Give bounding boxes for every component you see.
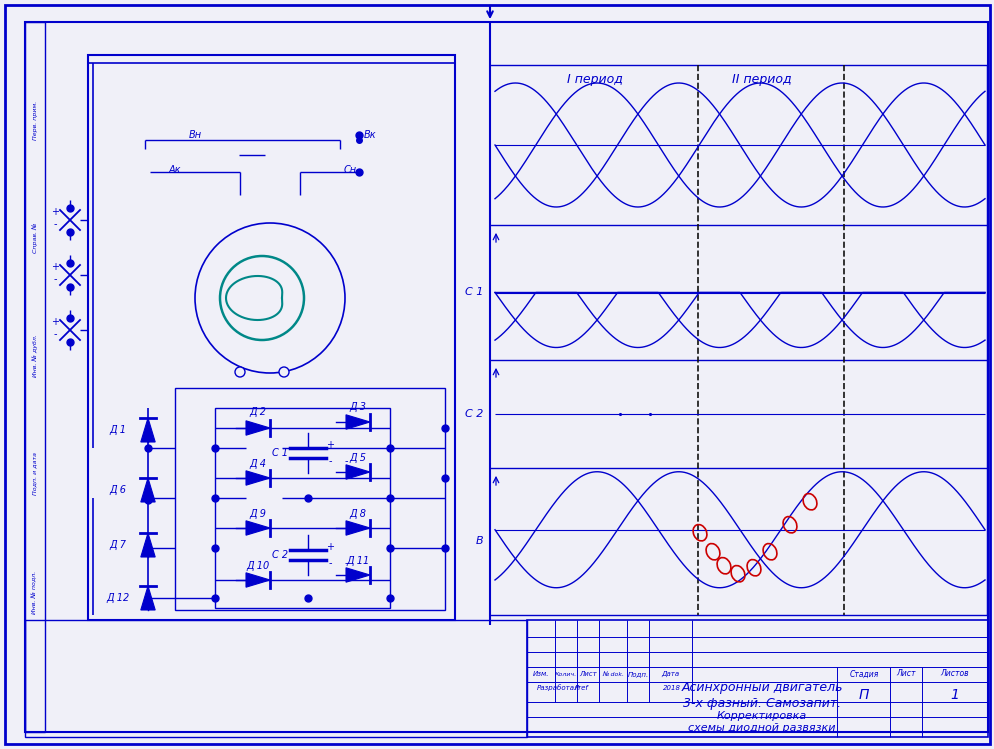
Text: № dok.: № dok. <box>601 672 623 676</box>
Text: 3-х фазный. Самозапит.: 3-х фазный. Самозапит. <box>682 697 840 709</box>
Text: Инв. № подл.: Инв. № подл. <box>32 571 38 613</box>
Text: Ан: Ан <box>242 355 254 365</box>
Text: -: - <box>344 456 347 466</box>
Text: +: + <box>51 207 59 217</box>
Polygon shape <box>346 465 370 479</box>
Circle shape <box>235 367 245 377</box>
Text: 2018: 2018 <box>662 685 680 691</box>
Text: Вк: Вк <box>364 130 376 140</box>
Polygon shape <box>141 418 155 442</box>
Bar <box>175 388 444 610</box>
Text: Справ. №: Справ. № <box>32 222 38 253</box>
Text: Колич.: Колич. <box>555 672 577 676</box>
Text: Вн: Вн <box>188 130 202 140</box>
Text: Листов: Листов <box>939 670 968 679</box>
Text: В: В <box>475 536 482 547</box>
Text: Д 9: Д 9 <box>249 509 266 519</box>
Text: Перв. прим.: Перв. прим. <box>33 100 38 139</box>
Text: Сн: Сн <box>343 165 356 175</box>
Circle shape <box>354 135 364 145</box>
Circle shape <box>140 144 150 154</box>
Text: Подп.: Подп. <box>627 671 648 677</box>
Polygon shape <box>246 573 269 587</box>
Text: +: + <box>326 542 334 552</box>
Text: +: + <box>51 317 59 327</box>
Polygon shape <box>346 521 370 536</box>
Text: -: - <box>54 219 57 229</box>
Bar <box>25 620 527 737</box>
Text: Инв. № дубл.: Инв. № дубл. <box>32 335 38 377</box>
Circle shape <box>195 223 345 373</box>
Circle shape <box>278 367 288 377</box>
Circle shape <box>349 167 359 177</box>
Text: Лист: Лист <box>896 670 914 679</box>
Text: Д 10: Д 10 <box>247 561 269 571</box>
Polygon shape <box>346 568 370 582</box>
Bar <box>87 55 454 620</box>
Text: С 1: С 1 <box>271 448 288 458</box>
Polygon shape <box>246 521 269 536</box>
Text: 1: 1 <box>949 688 958 702</box>
Circle shape <box>140 167 150 177</box>
Text: Д 8: Д 8 <box>349 509 366 519</box>
Text: Лист: Лист <box>579 671 596 677</box>
Text: -: - <box>328 558 331 568</box>
Polygon shape <box>246 421 269 435</box>
Bar <box>215 408 390 608</box>
Text: Д 6: Д 6 <box>109 485 126 495</box>
Text: Д 1: Д 1 <box>109 425 126 435</box>
Text: Подп. и дата: Подп. и дата <box>33 452 38 496</box>
Text: Корректировка: Корректировка <box>716 711 806 721</box>
Text: I период: I период <box>567 73 622 86</box>
Text: -: - <box>328 456 331 466</box>
Text: Д 3: Д 3 <box>349 402 366 412</box>
Polygon shape <box>346 415 370 429</box>
Text: Д 12: Д 12 <box>106 593 129 603</box>
Text: Ск: Ск <box>285 355 298 365</box>
Polygon shape <box>141 586 155 610</box>
Text: Д 11: Д 11 <box>346 556 369 566</box>
Text: схемы диодной развязки: схемы диодной развязки <box>688 723 835 733</box>
Text: Дата: Дата <box>660 671 678 677</box>
Text: Асинхронный двигатель: Асинхронный двигатель <box>681 682 842 694</box>
Text: Pref: Pref <box>575 685 588 691</box>
Text: II период: II период <box>732 73 791 86</box>
Text: С 2: С 2 <box>271 550 288 560</box>
Text: Стадия: Стадия <box>849 670 878 679</box>
Text: П: П <box>858 688 869 702</box>
Text: Д 5: Д 5 <box>349 453 366 463</box>
Text: -: - <box>54 274 57 284</box>
Bar <box>25 22 45 732</box>
Text: -: - <box>54 329 57 339</box>
Text: Д 4: Д 4 <box>249 459 266 469</box>
Polygon shape <box>141 478 155 502</box>
Bar <box>527 620 987 737</box>
Text: Изм.: Изм. <box>532 671 549 677</box>
Polygon shape <box>141 533 155 557</box>
Text: Д 2: Д 2 <box>249 407 266 417</box>
Text: С 2: С 2 <box>464 409 482 419</box>
Text: +: + <box>51 262 59 272</box>
Text: Разработал: Разработал <box>537 685 579 691</box>
Text: С 1: С 1 <box>464 288 482 297</box>
Polygon shape <box>246 471 269 485</box>
Text: Ак: Ак <box>169 165 181 175</box>
Text: -: - <box>344 558 347 568</box>
Text: +: + <box>326 440 334 450</box>
Text: Д 7: Д 7 <box>109 540 126 550</box>
